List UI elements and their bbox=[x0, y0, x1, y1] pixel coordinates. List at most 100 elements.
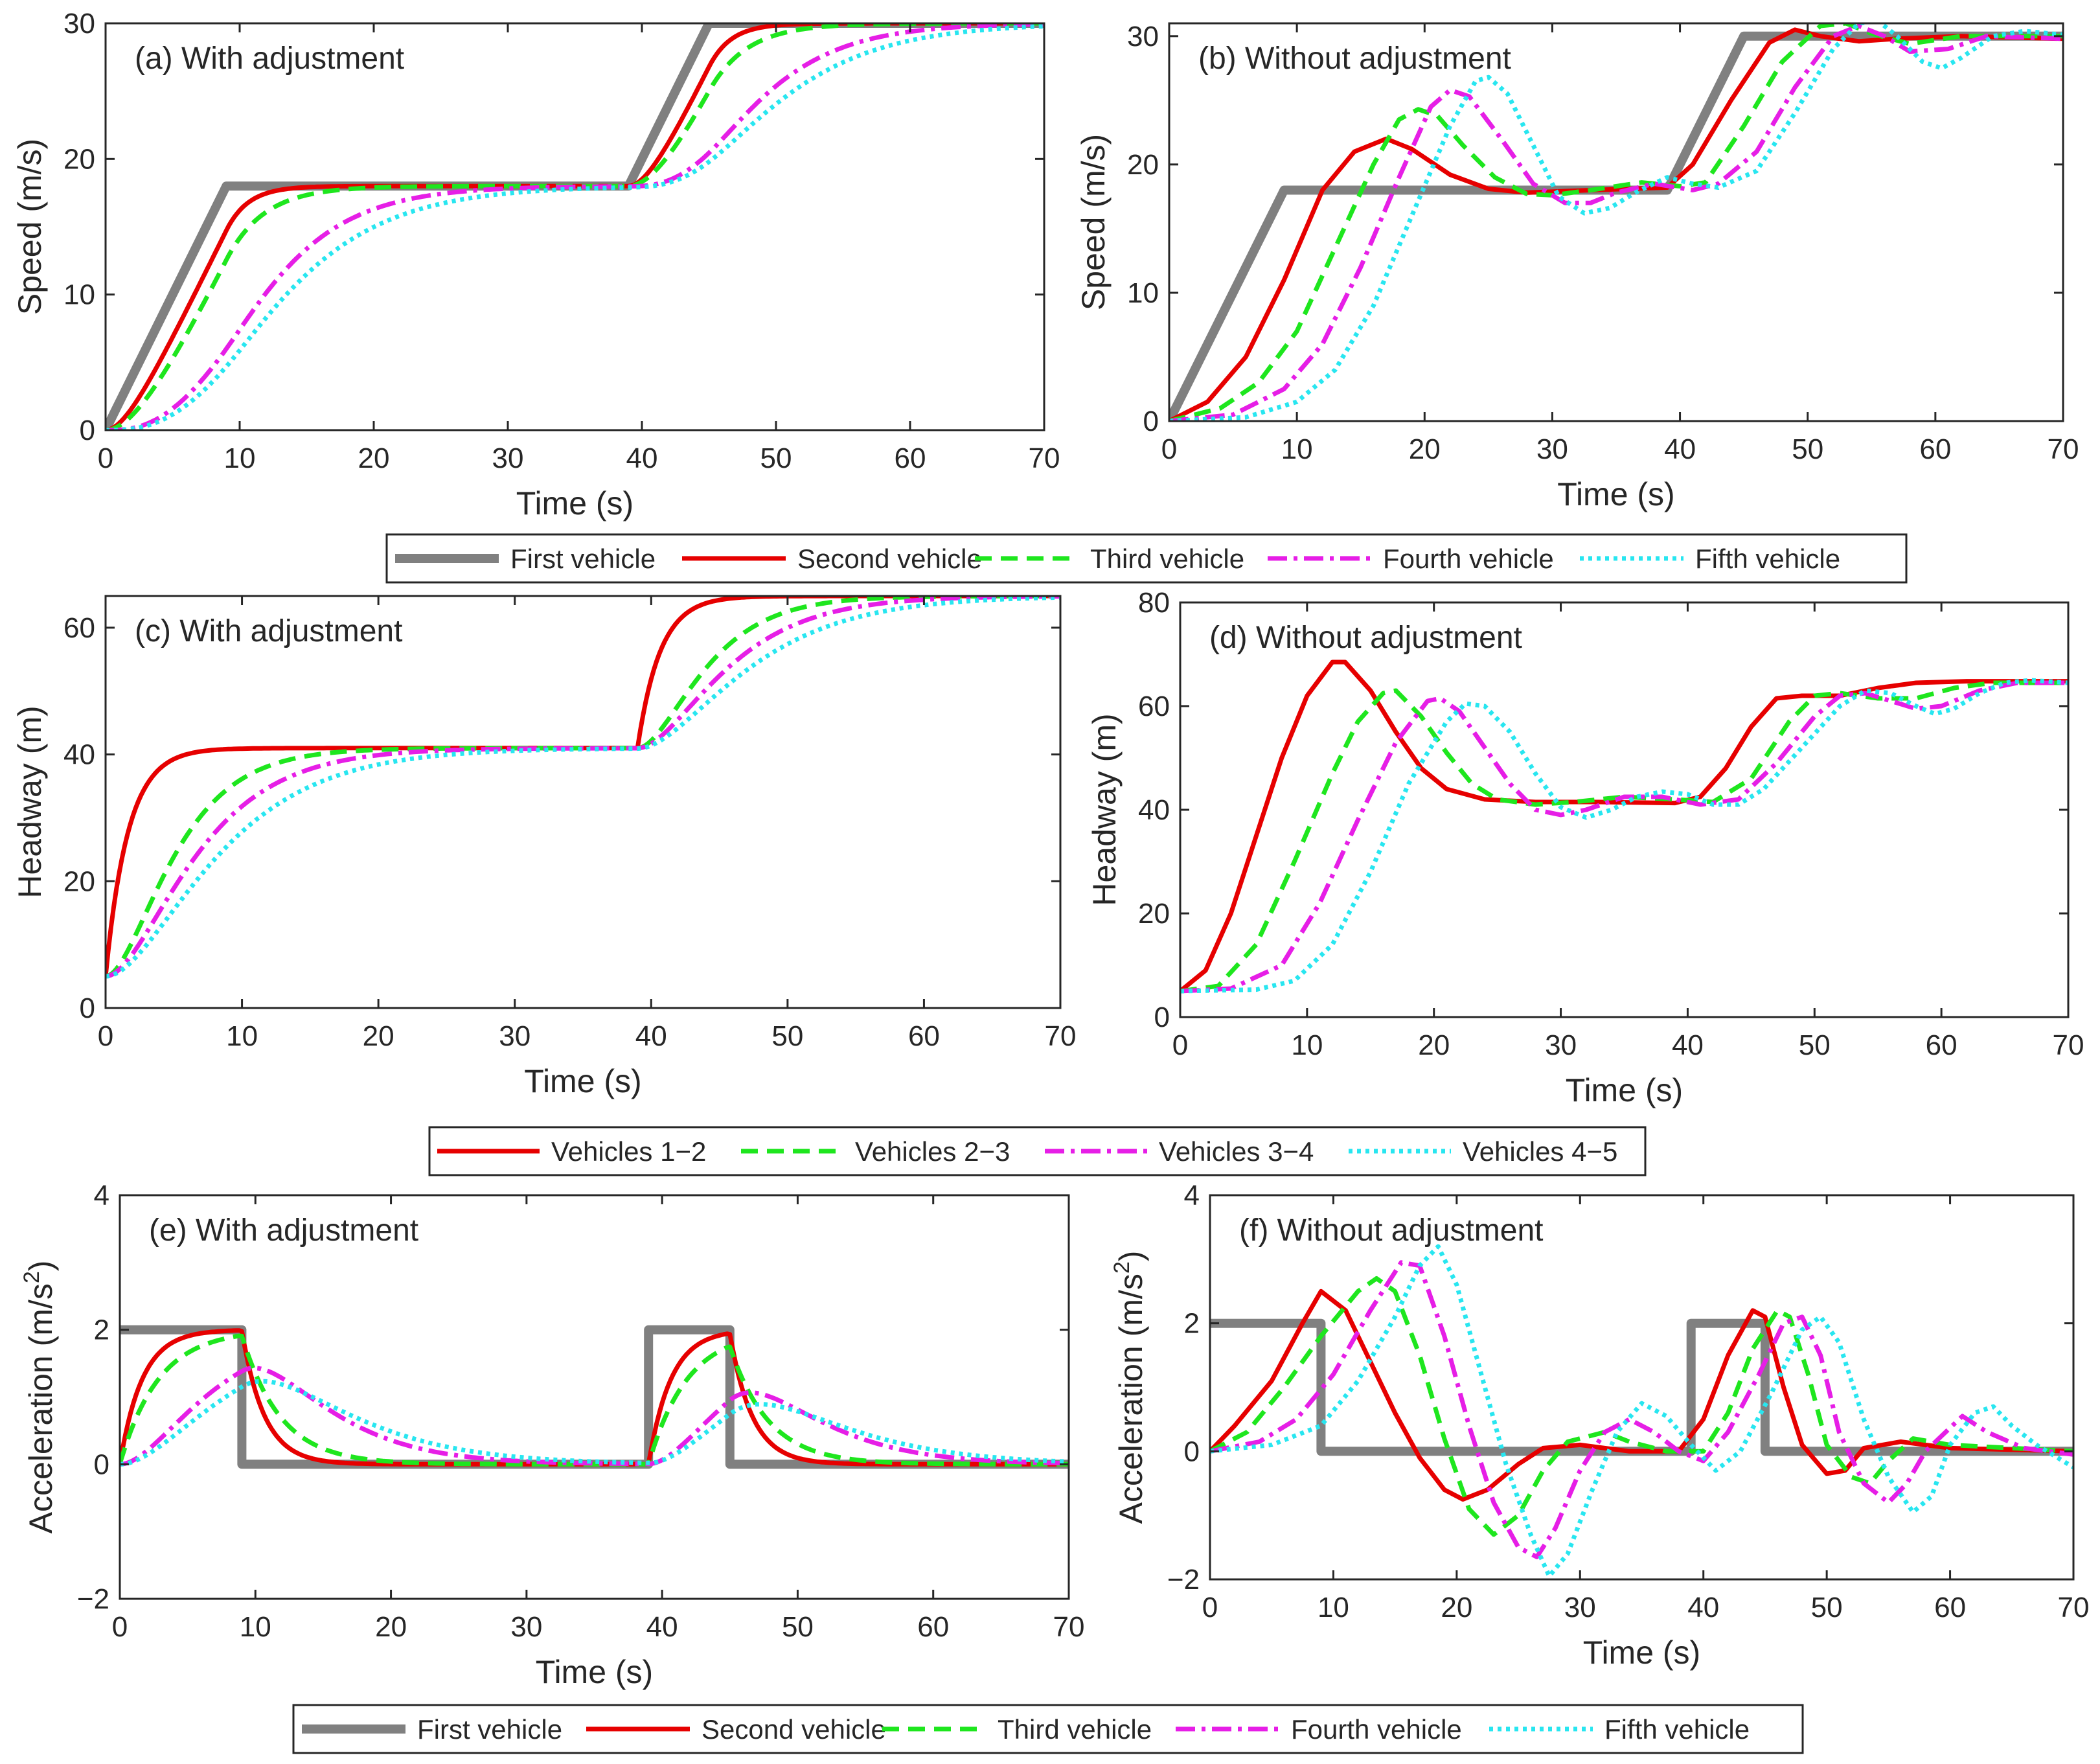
y-tick-label: 2 bbox=[94, 1314, 109, 1346]
x-axis-label: Time (s) bbox=[516, 485, 633, 521]
x-tick-label: 30 bbox=[510, 1611, 542, 1643]
x-axis-label: Time (s) bbox=[1583, 1634, 1700, 1671]
y-axis-label: Headway (m) bbox=[12, 705, 48, 898]
legend-label: Vehicles 2−3 bbox=[855, 1136, 1010, 1167]
panel-c: 0 10 20 30 40 50 60 70 0 20 40 60 (c) With adjustmen… bbox=[12, 595, 1077, 1099]
x-tick-label: 60 bbox=[908, 1020, 940, 1052]
series-line-third-vehicle bbox=[120, 1333, 1069, 1467]
x-tick-label: 20 bbox=[375, 1611, 407, 1643]
panel-a: 0 10 20 30 40 50 60 70 0 10 20 30 (a) With adjustmen… bbox=[12, 8, 1060, 521]
y-tick-label: 0 bbox=[1184, 1436, 1200, 1467]
x-tick-label: 30 bbox=[499, 1020, 531, 1052]
x-tick-label: 70 bbox=[1053, 1611, 1085, 1643]
y-tick-label: 40 bbox=[1138, 794, 1170, 826]
legend-vehicles-bottom: First vehicle Second vehicle Third vehicle… bbox=[292, 1704, 1804, 1754]
y-tick-label: 30 bbox=[1127, 21, 1159, 52]
y-tick-label: 0 bbox=[80, 415, 95, 446]
y-tick-label: 0 bbox=[1143, 406, 1159, 437]
y-tick-label: 4 bbox=[94, 1180, 109, 1211]
series-line-third-vehicle bbox=[1210, 1276, 2073, 1537]
x-tick-label: 10 bbox=[226, 1020, 258, 1052]
legend-label: Vehicles 4−5 bbox=[1463, 1136, 1617, 1167]
series-line-fifth-vehicle bbox=[106, 24, 1044, 430]
y-tick-label: 60 bbox=[63, 612, 95, 644]
legend-label: Fifth vehicle bbox=[1604, 1714, 1750, 1745]
x-tick-label: 70 bbox=[2058, 1592, 2090, 1623]
y-tick-label: 10 bbox=[63, 279, 95, 311]
series-line-fourth-vehicle bbox=[106, 23, 1044, 430]
series-line-vehicles-2-3 bbox=[106, 596, 1060, 979]
x-tick-label: 0 bbox=[1172, 1029, 1188, 1061]
x-tick-label: 30 bbox=[1545, 1029, 1577, 1061]
panel-title: (b) Without adjustment bbox=[1198, 41, 1511, 76]
y-tick-label: 20 bbox=[63, 143, 95, 175]
legend-pairs: Vehicles 1−2 Vehicles 2−3 Vehicles 3−4 Vehi… bbox=[428, 1126, 1647, 1176]
axes-box bbox=[1168, 22, 2064, 422]
x-tick-label: 70 bbox=[2053, 1029, 2084, 1061]
series-group bbox=[120, 1325, 1069, 1469]
x-tick-label: 30 bbox=[1536, 433, 1568, 465]
x-tick-label: 50 bbox=[1792, 433, 1823, 465]
x-tick-label: 40 bbox=[635, 1020, 667, 1052]
series-line-vehicles-1-2 bbox=[106, 596, 1060, 977]
x-tick-label: 40 bbox=[626, 442, 658, 474]
series-line-fifth-vehicle bbox=[120, 1379, 1069, 1467]
legend-label: Third vehicle bbox=[998, 1714, 1152, 1745]
x-axis-label: Time (s) bbox=[536, 1654, 653, 1690]
x-tick-label: 40 bbox=[1672, 1029, 1704, 1061]
y-tick-label: −2 bbox=[1167, 1564, 1200, 1596]
x-tick-label: 70 bbox=[1029, 442, 1060, 474]
panel-title: (d) Without adjustment bbox=[1209, 621, 1522, 655]
series-group bbox=[1169, 23, 2063, 421]
x-tick-label: 70 bbox=[2048, 433, 2079, 465]
series-line-second-vehicle bbox=[1169, 27, 2063, 421]
axes-box bbox=[119, 1194, 1070, 1600]
panel-title: (c) With adjustment bbox=[135, 614, 402, 648]
x-tick-label: 20 bbox=[1409, 433, 1441, 465]
legend-label: Second vehicle bbox=[797, 544, 982, 574]
x-tick-label: 20 bbox=[358, 442, 390, 474]
series-group bbox=[106, 23, 1044, 430]
x-tick-label: 10 bbox=[240, 1611, 271, 1643]
x-tick-label: 30 bbox=[492, 442, 524, 474]
x-tick-label: 70 bbox=[1045, 1020, 1077, 1052]
series-line-first-vehicle bbox=[120, 1325, 1069, 1469]
series-group bbox=[106, 596, 1060, 979]
x-tick-label: 0 bbox=[98, 442, 113, 474]
y-tick-label: 2 bbox=[1184, 1308, 1200, 1340]
x-tick-label: 50 bbox=[760, 442, 792, 474]
series-line-second-vehicle bbox=[1210, 1289, 2073, 1502]
x-tick-label: 0 bbox=[1202, 1592, 1218, 1623]
series-line-fifth-vehicle bbox=[1210, 1244, 2073, 1579]
y-tick-label: 0 bbox=[80, 992, 95, 1024]
series-line-second-vehicle bbox=[106, 23, 1044, 430]
x-tick-label: 50 bbox=[1811, 1592, 1843, 1623]
y-axis-label: Speed (m/s) bbox=[1075, 134, 1112, 310]
y-axis-label: Headway (m) bbox=[1086, 713, 1123, 906]
series-group bbox=[1210, 1244, 2073, 1579]
legend-label: First vehicle bbox=[417, 1714, 562, 1745]
x-tick-label: 0 bbox=[98, 1020, 113, 1052]
series-line-fourth-vehicle bbox=[1169, 23, 2063, 421]
legend-label: Fifth vehicle bbox=[1695, 544, 1840, 574]
y-tick-label: 30 bbox=[63, 8, 95, 40]
series-line-vehicles-2-3 bbox=[1180, 680, 2068, 994]
x-tick-label: 40 bbox=[646, 1611, 678, 1643]
x-tick-label: 20 bbox=[1418, 1029, 1450, 1061]
y-tick-label: 20 bbox=[1127, 149, 1159, 181]
x-tick-label: 60 bbox=[1919, 433, 1951, 465]
legend-label: First vehicle bbox=[510, 544, 656, 574]
series-line-third-vehicle bbox=[106, 23, 1044, 430]
legend-box bbox=[385, 533, 1908, 584]
series-line-fourth-vehicle bbox=[120, 1366, 1069, 1467]
series-line-vehicles-1-2 bbox=[1180, 659, 2068, 993]
x-tick-label: 20 bbox=[363, 1020, 394, 1052]
x-tick-label: 20 bbox=[1441, 1592, 1472, 1623]
x-tick-label: 10 bbox=[224, 442, 256, 474]
x-axis-label: Time (s) bbox=[524, 1063, 641, 1099]
panel-title: (e) With adjustment bbox=[149, 1213, 418, 1248]
y-tick-label: 0 bbox=[1154, 1002, 1170, 1033]
legend-label: Third vehicle bbox=[1090, 544, 1244, 574]
y-tick-label: 20 bbox=[1138, 898, 1170, 930]
